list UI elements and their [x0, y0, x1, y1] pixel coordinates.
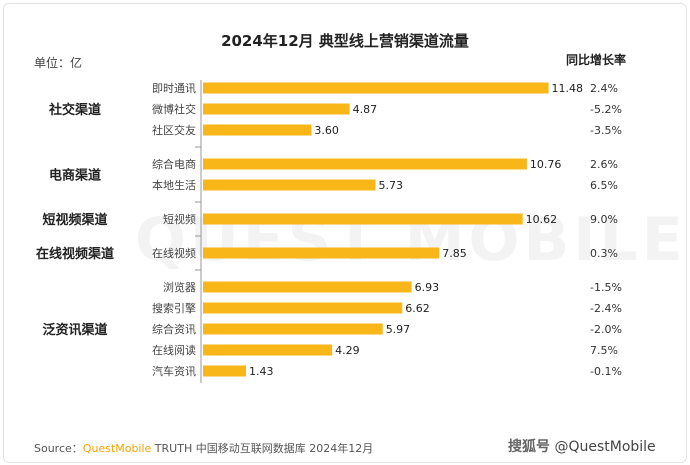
bar: [203, 213, 523, 225]
unit-label: 单位：亿: [34, 56, 83, 70]
yoy-value: -5.2%: [590, 103, 622, 116]
category-label: 微博社交: [152, 102, 196, 116]
source-brand: QuestMobile: [82, 442, 152, 455]
yoy-value: 7.5%: [590, 344, 618, 357]
group-label: 泛资讯渠道: [42, 322, 107, 338]
bar: [203, 302, 403, 314]
bar: [203, 323, 383, 335]
chart-title: 2024年12月 典型线上营销渠道流量: [221, 32, 469, 50]
group-label: 电商渠道: [49, 168, 101, 184]
yoy-value: -0.1%: [590, 365, 622, 378]
category-label: 社区交友: [152, 123, 196, 137]
platform-credit: 搜狐号 @QuestMobile: [508, 436, 656, 456]
data-label: 3.60: [314, 124, 339, 137]
data-label: 7.85: [442, 247, 467, 260]
yoy-value: -2.0%: [590, 323, 622, 336]
category-label: 搜索引擎: [152, 301, 196, 315]
data-label: 11.48: [552, 82, 584, 95]
source-line: Source：QuestMobile TRUTH 中国移动互联网数据库 2024…: [34, 440, 373, 456]
group-label: 短视频渠道: [42, 212, 107, 228]
source-prefix: Source：: [34, 442, 83, 455]
bar: [203, 247, 440, 259]
data-label: 4.29: [335, 344, 360, 357]
bar: [203, 124, 312, 136]
category-label: 在线视频: [152, 246, 196, 260]
bar: [203, 281, 412, 293]
bar: [203, 365, 247, 377]
yoy-value: -3.5%: [590, 124, 622, 137]
data-label: 10.62: [526, 213, 558, 226]
bar: [203, 103, 350, 115]
data-label: 6.93: [415, 281, 440, 294]
data-label: 5.73: [378, 179, 403, 192]
data-label: 1.43: [249, 365, 274, 378]
data-label: 5.97: [386, 323, 411, 336]
platform-handle: @QuestMobile: [554, 439, 656, 455]
yoy-value: -2.4%: [590, 302, 622, 315]
source-rest: TRUTH 中国移动互联网数据库 2024年12月: [151, 442, 374, 455]
bar: [203, 344, 333, 356]
platform-logo: 搜狐号: [508, 439, 550, 455]
category-label: 本地生活: [152, 178, 196, 192]
group-label: 在线视频渠道: [36, 246, 114, 262]
category-label: 在线阅读: [152, 343, 196, 357]
category-label: 短视频: [163, 212, 196, 226]
group-label: 社交渠道: [48, 102, 101, 118]
category-label: 综合电商: [152, 157, 196, 171]
category-label: 即时通讯: [152, 82, 196, 95]
yoy-column-header: 同比增长率: [566, 53, 627, 67]
category-label: 浏览器: [163, 280, 196, 294]
bar: [203, 179, 376, 191]
data-label: 10.76: [530, 158, 562, 171]
bar: [203, 158, 527, 170]
yoy-value: 2.6%: [590, 158, 618, 171]
yoy-value: 2.4%: [590, 82, 618, 95]
yoy-value: 9.0%: [590, 213, 618, 226]
category-label: 综合资讯: [152, 322, 196, 336]
data-label: 4.87: [353, 103, 378, 116]
yoy-value: 0.3%: [590, 247, 618, 260]
chart-frame: [3, 3, 687, 463]
data-label: 6.62: [405, 302, 430, 315]
yoy-value: -1.5%: [590, 281, 622, 294]
bar: [203, 82, 549, 94]
yoy-value: 6.5%: [590, 179, 618, 192]
category-label: 汽车资讯: [152, 364, 196, 378]
